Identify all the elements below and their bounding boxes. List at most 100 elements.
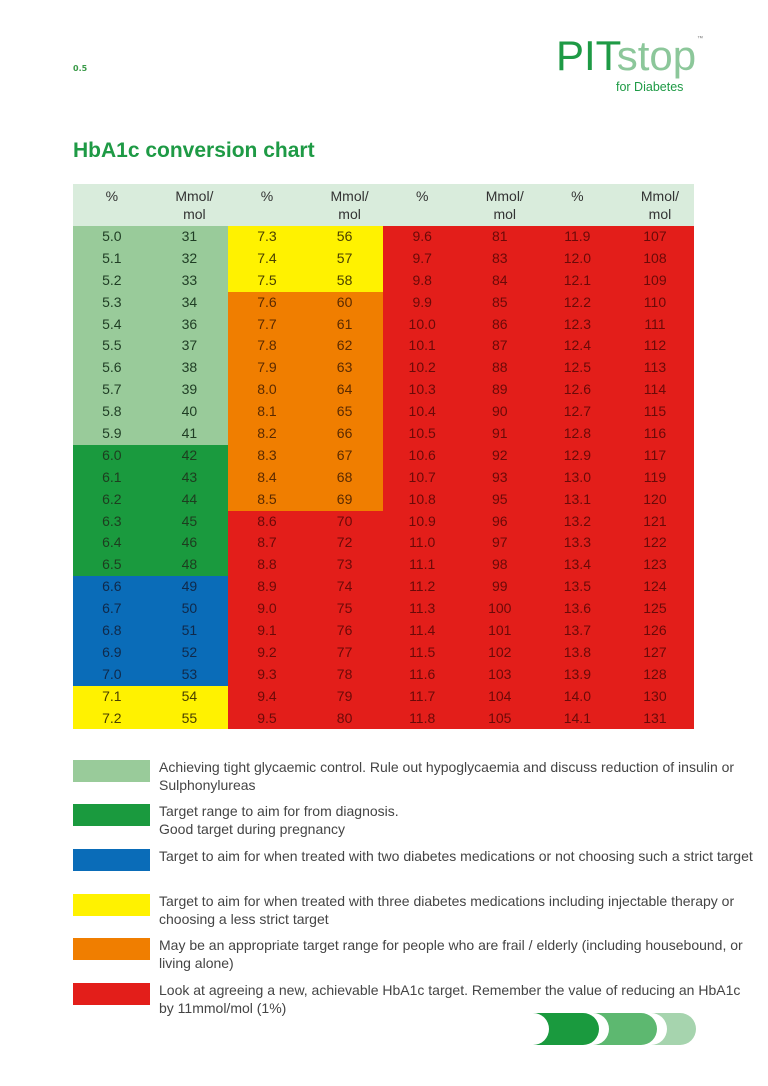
percent-cell: 12.1 bbox=[538, 269, 617, 292]
percent-cell: 11.3 bbox=[383, 598, 461, 621]
mmol-cell: 99 bbox=[460, 576, 539, 599]
mmol-cell: 88 bbox=[460, 357, 539, 380]
chevron-dark-green-icon bbox=[533, 1013, 599, 1045]
percent-cell: 12.4 bbox=[538, 335, 617, 358]
table-row: 6.0 42 8.3 67 10.6 92 12.9 117 bbox=[73, 444, 694, 467]
table-row: 6.7 50 9.0 75 11.3 100 13.6 125 bbox=[73, 598, 694, 621]
column-header: % bbox=[571, 188, 584, 204]
percent-cell: 10.9 bbox=[383, 510, 461, 533]
mmol-cell: 80 bbox=[305, 707, 384, 730]
mmol-cell: 37 bbox=[150, 335, 229, 358]
mmol-cell: 98 bbox=[460, 554, 539, 577]
legend-text: Target to aim for when treated with two … bbox=[159, 848, 753, 864]
table-row: 6.9 52 9.2 77 11.5 102 13.8 127 bbox=[73, 641, 694, 664]
logo-text-pit: PIT bbox=[556, 32, 617, 79]
table-row: 6.3 45 8.6 70 10.9 96 13.2 121 bbox=[73, 510, 694, 533]
percent-cell: 8.6 bbox=[228, 510, 306, 533]
percent-cell: 8.8 bbox=[228, 554, 306, 577]
percent-cell: 12.0 bbox=[538, 247, 617, 270]
mmol-cell: 119 bbox=[616, 466, 694, 489]
percent-cell: 7.1 bbox=[73, 685, 151, 708]
mmol-cell: 51 bbox=[150, 620, 229, 642]
legend-swatch bbox=[73, 938, 150, 960]
chevron-mid-green-icon bbox=[593, 1013, 657, 1045]
mmol-cell: 121 bbox=[616, 510, 694, 533]
mmol-cell: 101 bbox=[460, 620, 539, 642]
percent-cell: 9.9 bbox=[383, 291, 461, 314]
mmol-cell: 111 bbox=[616, 313, 694, 336]
table-row: 6.5 48 8.8 73 11.1 98 13.4 123 bbox=[73, 554, 694, 577]
mmol-cell: 63 bbox=[305, 357, 384, 380]
mmol-cell: 87 bbox=[460, 335, 539, 358]
page-number: 0.5 bbox=[73, 64, 88, 73]
table-row: 5.8 40 8.1 65 10.4 90 12.7 115 bbox=[73, 401, 694, 424]
percent-cell: 14.0 bbox=[538, 685, 617, 708]
column-header: % bbox=[415, 188, 429, 204]
legend-swatch bbox=[73, 983, 150, 1005]
percent-cell: 8.1 bbox=[228, 401, 306, 424]
percent-cell: 6.9 bbox=[73, 641, 151, 664]
column-header: % bbox=[105, 188, 119, 204]
legend-text: Target to aim for when treated with thre… bbox=[159, 893, 735, 927]
table-row: 5.1 32 7.4 57 9.7 83 12.0 108 bbox=[73, 247, 694, 270]
table-row: 5.2 33 7.5 58 9.8 84 12.1 109 bbox=[73, 269, 694, 292]
logo-text-stop: stop bbox=[616, 32, 697, 79]
mmol-cell: 49 bbox=[150, 576, 229, 599]
percent-cell: 6.7 bbox=[73, 598, 151, 621]
percent-cell: 10.5 bbox=[383, 423, 461, 445]
mmol-cell: 58 bbox=[305, 269, 384, 292]
table-row: 7.2 55 9.5 80 11.8 105 14.1 131 bbox=[73, 707, 694, 730]
table-row: 5.4 36 7.7 61 10.0 86 12.3 111 bbox=[73, 313, 694, 336]
legend-swatch bbox=[73, 849, 150, 871]
percent-cell: 7.5 bbox=[228, 269, 306, 292]
mmol-cell: 103 bbox=[460, 663, 539, 686]
percent-cell: 7.9 bbox=[228, 357, 306, 380]
percent-cell: 11.0 bbox=[383, 532, 461, 555]
mmol-cell: 89 bbox=[460, 379, 539, 402]
mmol-cell: 60 bbox=[305, 291, 384, 314]
mmol-cell: 57 bbox=[305, 247, 384, 270]
mmol-cell: 77 bbox=[305, 641, 384, 664]
table-row: 6.2 44 8.5 69 10.8 95 13.1 120 bbox=[73, 488, 694, 511]
column-header: Mmol/ mol bbox=[330, 188, 369, 222]
mmol-cell: 123 bbox=[616, 554, 694, 577]
percent-cell: 13.7 bbox=[538, 620, 617, 642]
logo-trademark: ™ bbox=[697, 36, 704, 42]
legend-text: Achieving tight glycaemic control. Rule … bbox=[159, 759, 735, 793]
percent-cell: 8.0 bbox=[228, 379, 306, 402]
percent-cell: 9.3 bbox=[228, 663, 306, 686]
mmol-cell: 46 bbox=[150, 532, 229, 555]
mmol-cell: 76 bbox=[305, 620, 384, 642]
percent-cell: 9.0 bbox=[228, 598, 306, 621]
mmol-cell: 107 bbox=[616, 226, 694, 248]
table-row: 7.1 54 9.4 79 11.7 104 14.0 130 bbox=[73, 685, 694, 708]
percent-cell: 11.7 bbox=[383, 685, 461, 708]
percent-cell: 5.1 bbox=[73, 247, 151, 270]
percent-cell: 12.2 bbox=[538, 291, 617, 314]
percent-cell: 13.2 bbox=[538, 510, 617, 533]
mmol-cell: 78 bbox=[305, 663, 384, 686]
mmol-cell: 68 bbox=[305, 466, 384, 489]
mmol-cell: 92 bbox=[460, 444, 539, 467]
mmol-cell: 105 bbox=[460, 707, 539, 730]
percent-cell: 10.7 bbox=[383, 466, 461, 489]
mmol-cell: 127 bbox=[616, 641, 694, 664]
percent-cell: 5.6 bbox=[73, 357, 151, 380]
percent-cell: 10.4 bbox=[383, 401, 461, 424]
percent-cell: 5.5 bbox=[73, 335, 151, 358]
mmol-cell: 40 bbox=[150, 401, 229, 424]
mmol-cell: 86 bbox=[460, 313, 539, 336]
percent-cell: 7.2 bbox=[73, 707, 151, 730]
percent-cell: 6.0 bbox=[73, 444, 151, 467]
mmol-cell: 84 bbox=[460, 269, 539, 292]
mmol-cell: 75 bbox=[305, 598, 384, 621]
percent-cell: 6.1 bbox=[73, 466, 151, 489]
table-row: 7.0 53 9.3 78 11.6 103 13.9 128 bbox=[73, 663, 694, 686]
mmol-cell: 36 bbox=[150, 313, 229, 336]
percent-cell: 11.8 bbox=[383, 707, 461, 730]
mmol-cell: 31 bbox=[150, 226, 229, 248]
percent-cell: 12.7 bbox=[538, 401, 617, 424]
percent-cell: 7.3 bbox=[228, 226, 306, 248]
mmol-cell: 97 bbox=[460, 532, 539, 555]
